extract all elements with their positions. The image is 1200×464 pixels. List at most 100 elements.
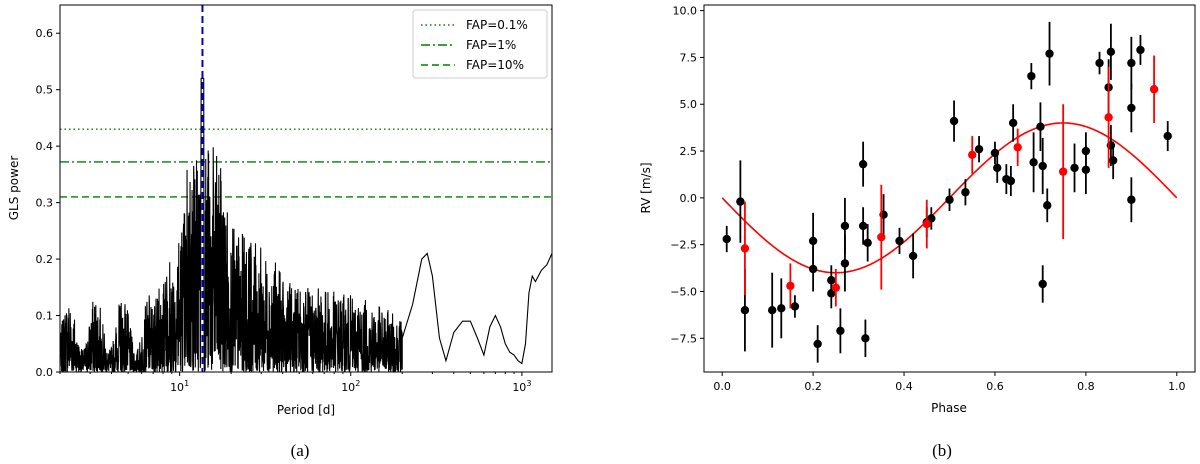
legend-box bbox=[412, 9, 548, 79]
rv-point bbox=[1149, 85, 1159, 94]
x-tick-label-0: 101 bbox=[170, 379, 189, 394]
rv-data-points bbox=[722, 21, 1172, 363]
y-tick-label-5: 5.0 bbox=[680, 98, 698, 111]
rv-point bbox=[740, 306, 750, 315]
rv-point bbox=[808, 264, 818, 274]
x-tick-label-3: 0.6 bbox=[986, 380, 1004, 393]
x-tick-label-1: 0.2 bbox=[804, 380, 822, 393]
y-tick-label-7: 10.0 bbox=[673, 5, 698, 18]
rv-point bbox=[1045, 49, 1054, 58]
rv-point bbox=[895, 236, 904, 246]
y-tick-label-3: 0.0 bbox=[680, 192, 698, 205]
periodogram-x-ticks: 101 102 103 bbox=[59, 372, 531, 394]
x-tick-label-2: 103 bbox=[512, 379, 531, 394]
x-tick-label-4: 0.8 bbox=[1077, 380, 1095, 393]
legend-label-2: FAP=10% bbox=[466, 58, 524, 72]
rv-point bbox=[827, 289, 836, 298]
rv-point bbox=[1029, 158, 1038, 167]
rv-point bbox=[831, 283, 841, 292]
x-tick-label-2: 0.4 bbox=[895, 380, 913, 393]
rv-point bbox=[877, 232, 886, 242]
x-tick-label-exponent: 3 bbox=[526, 379, 531, 388]
periodogram-y-axis-label: GLS power bbox=[7, 156, 21, 221]
rv-point bbox=[1013, 143, 1022, 152]
rv-x-ticks: 0.0 0.2 0.4 0.6 0.8 1.0 bbox=[713, 372, 1186, 393]
rv-point bbox=[808, 236, 818, 246]
rv-point bbox=[908, 251, 918, 261]
rv-point bbox=[1163, 131, 1172, 141]
rv-point bbox=[1106, 47, 1116, 57]
y-tick-label-1: 0.1 bbox=[36, 310, 54, 323]
rv-point bbox=[993, 163, 1002, 173]
legend-label-0: FAP=0.1% bbox=[466, 18, 528, 32]
rv-point bbox=[945, 195, 954, 204]
rv-point bbox=[1070, 163, 1079, 173]
rv-point bbox=[861, 334, 870, 343]
rv-point bbox=[777, 304, 786, 313]
x-tick-label-base: 10 bbox=[341, 381, 355, 394]
y-tick-label-4: 0.4 bbox=[36, 140, 54, 153]
panel-label-b: (b) bbox=[932, 441, 952, 460]
periodogram-curve bbox=[60, 77, 552, 372]
rv-point bbox=[840, 221, 850, 231]
rv-point bbox=[1108, 156, 1118, 165]
rv-point bbox=[736, 197, 745, 206]
periodogram-y-ticks: 0.0 0.1 0.2 0.3 0.4 0.5 0.6 bbox=[36, 27, 60, 379]
rv-y-ticks: −7.5 −5.0 −2.5 0.0 2.5 5.0 7.5 10.0 bbox=[670, 5, 704, 345]
rv-point bbox=[722, 234, 731, 244]
rv-point bbox=[1104, 113, 1113, 122]
rv-point bbox=[1081, 165, 1091, 174]
periodogram-x-axis-label: Period [d] bbox=[277, 403, 335, 417]
rv-point bbox=[1136, 45, 1145, 55]
y-tick-label-4: 2.5 bbox=[680, 145, 698, 158]
rv-point bbox=[1036, 122, 1045, 131]
legend-label-1: FAP=1% bbox=[466, 38, 516, 52]
y-tick-label-5: 0.5 bbox=[36, 84, 54, 97]
y-tick-label-0: 0.0 bbox=[36, 366, 54, 379]
rv-point bbox=[1058, 167, 1068, 176]
x-tick-label-exponent: 2 bbox=[355, 379, 360, 388]
rv-point bbox=[1127, 103, 1136, 113]
y-tick-label-2: 0.2 bbox=[36, 253, 54, 266]
x-tick-label-base: 10 bbox=[170, 381, 184, 394]
rv-point bbox=[1038, 279, 1047, 289]
rv-point bbox=[1127, 58, 1136, 68]
rv-point bbox=[740, 244, 750, 253]
periodogram-panel: 101 102 103 0.00.10.20.30.40.50.6 Period [… bbox=[7, 4, 553, 460]
y-tick-label-1: −5.0 bbox=[670, 285, 697, 298]
rv-point bbox=[858, 159, 868, 169]
periodogram-series bbox=[60, 77, 552, 372]
x-tick-label-base: 10 bbox=[512, 381, 526, 394]
rv-point bbox=[813, 339, 822, 349]
rv-point bbox=[968, 150, 977, 159]
rv-point bbox=[974, 144, 984, 154]
panel-label-a: (a) bbox=[291, 441, 310, 460]
rv-point bbox=[1006, 176, 1016, 186]
rv-point bbox=[863, 238, 872, 248]
rv-point bbox=[840, 259, 850, 268]
rv-y-axis-label: RV [m/s] bbox=[639, 162, 653, 213]
y-tick-label-3: 0.3 bbox=[36, 197, 54, 210]
y-tick-label-6: 7.5 bbox=[680, 51, 698, 64]
rv-point bbox=[790, 302, 800, 311]
rv-x-axis-label: Phase bbox=[931, 401, 967, 415]
rv-point bbox=[1095, 58, 1104, 68]
rv-point bbox=[1043, 201, 1052, 210]
rv-point bbox=[836, 326, 845, 336]
y-tick-label-2: −2.5 bbox=[670, 239, 697, 252]
y-tick-label-0: −7.5 bbox=[670, 332, 697, 345]
rv-point bbox=[858, 221, 868, 231]
x-tick-label-1: 102 bbox=[341, 379, 360, 394]
rv-point bbox=[767, 306, 777, 315]
periodogram-axes-frame bbox=[59, 4, 553, 373]
rv-axes-frame bbox=[703, 4, 1196, 373]
rv-point bbox=[1027, 71, 1036, 81]
rv-point bbox=[922, 219, 931, 229]
rv-point bbox=[1038, 161, 1047, 171]
fap-legend: FAP=0.1% FAP=1% FAP=10% bbox=[412, 9, 548, 79]
rv-point bbox=[1008, 118, 1018, 128]
fap-lines bbox=[60, 128, 552, 198]
y-tick-label-6: 0.6 bbox=[36, 27, 54, 40]
x-tick-label-0: 0.0 bbox=[713, 380, 731, 393]
